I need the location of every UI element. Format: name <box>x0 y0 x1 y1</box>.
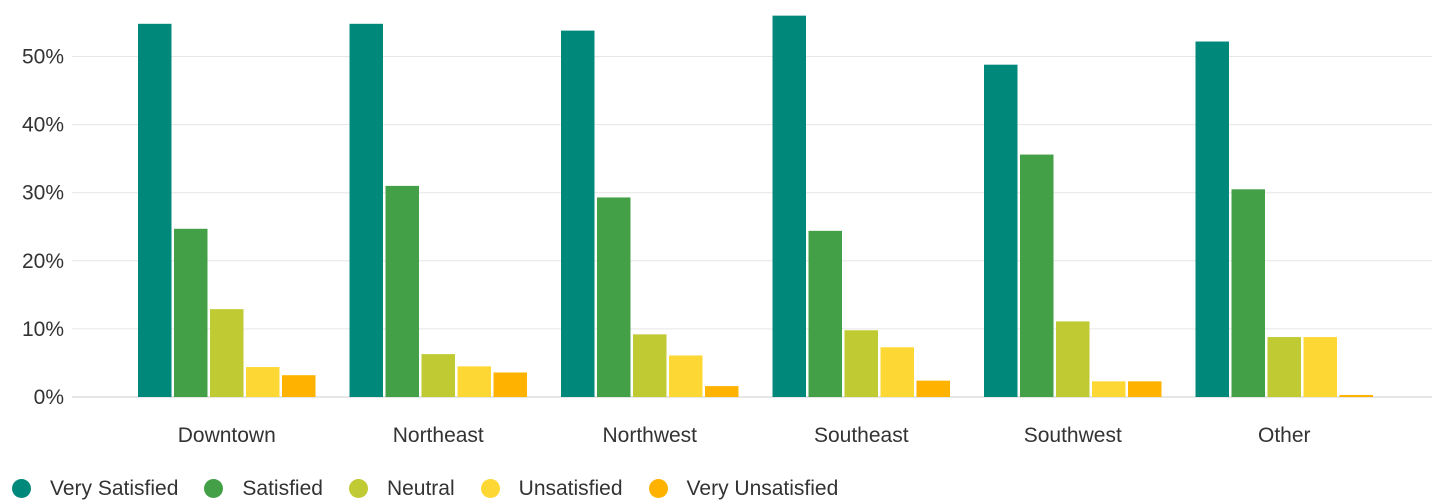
bar-satisfied-northeast <box>385 185 419 397</box>
x-tick-label: Southwest <box>1024 424 1122 447</box>
y-tick-label: 40% <box>22 114 64 137</box>
bar-unsatisfied-northwest <box>669 355 703 397</box>
bar-very-satisfied-southwest <box>984 64 1018 397</box>
legend-swatch <box>12 479 31 498</box>
bar-very-unsatisfied-downtown <box>282 375 316 397</box>
x-tick-label: Northwest <box>602 424 697 447</box>
legend-label: Neutral <box>386 476 455 500</box>
legend-label: Satisfied <box>242 476 323 500</box>
bar-very-unsatisfied-southwest <box>1128 381 1162 397</box>
legend-label: Very Satisfied <box>50 476 179 500</box>
legend-item: Satisfied <box>204 477 323 501</box>
y-tick-label: 10% <box>22 318 64 341</box>
x-tick-label: Southeast <box>814 424 909 447</box>
legend-label: Unsatisfied <box>518 476 623 500</box>
bar-unsatisfied-downtown <box>246 367 280 397</box>
legend-label: Very Unsatisfied <box>686 476 839 500</box>
bar-very-satisfied-southeast <box>772 15 806 397</box>
bar-neutral-downtown <box>210 309 244 397</box>
y-tick-label: 30% <box>22 182 64 205</box>
legend-item: Very Satisfied <box>12 477 178 501</box>
bar-very-satisfied-other <box>1195 41 1229 397</box>
bar-neutral-northwest <box>633 334 667 397</box>
y-tick-label: 0% <box>34 386 64 409</box>
x-tick-label: Northeast <box>393 424 484 447</box>
x-tick-label: Downtown <box>178 424 276 447</box>
bar-neutral-other <box>1267 337 1301 397</box>
bar-very-unsatisfied-northwest <box>705 386 739 397</box>
bar-unsatisfied-northeast <box>457 366 491 397</box>
bar-very-unsatisfied-northeast <box>493 372 527 397</box>
legend: Very Satisfied Satisfied Neutral Unsatisfie… <box>0 473 864 504</box>
bar-very-unsatisfied-southeast <box>916 380 950 397</box>
bar-satisfied-downtown <box>174 228 208 397</box>
bar-satisfied-southeast <box>808 230 842 397</box>
bar-neutral-southeast <box>844 330 878 397</box>
legend-item: Unsatisfied <box>480 476 623 501</box>
y-tick-label: 20% <box>22 250 64 273</box>
bar-very-satisfied-northwest <box>561 30 595 397</box>
bar-unsatisfied-southwest <box>1092 381 1126 397</box>
bar-very-satisfied-downtown <box>138 23 172 397</box>
bar-very-satisfied-northeast <box>349 23 383 397</box>
bar-chart: 0% 10% 20% 30% 40% 50% Downtown Northeast Northw… <box>22 15 1432 447</box>
legend-swatch <box>348 479 368 498</box>
bar-satisfied-other <box>1231 189 1265 397</box>
legend-item: Very Unsatisfied <box>648 476 839 501</box>
bar-satisfied-southwest <box>1020 154 1054 397</box>
legend-swatch <box>204 479 224 498</box>
legend-swatch <box>648 479 668 498</box>
bar-neutral-southwest <box>1056 321 1090 397</box>
y-tick-label: 50% <box>22 46 64 69</box>
bar-very-unsatisfied-other <box>1339 394 1373 397</box>
bar-unsatisfied-southeast <box>880 347 914 397</box>
x-tick-label: Other <box>1258 424 1311 447</box>
bar-unsatisfied-other <box>1303 337 1337 397</box>
legend-swatch <box>480 479 500 498</box>
bar-neutral-northeast <box>421 354 455 397</box>
legend-item: Neutral <box>348 476 455 501</box>
bar-satisfied-northwest <box>597 197 631 397</box>
